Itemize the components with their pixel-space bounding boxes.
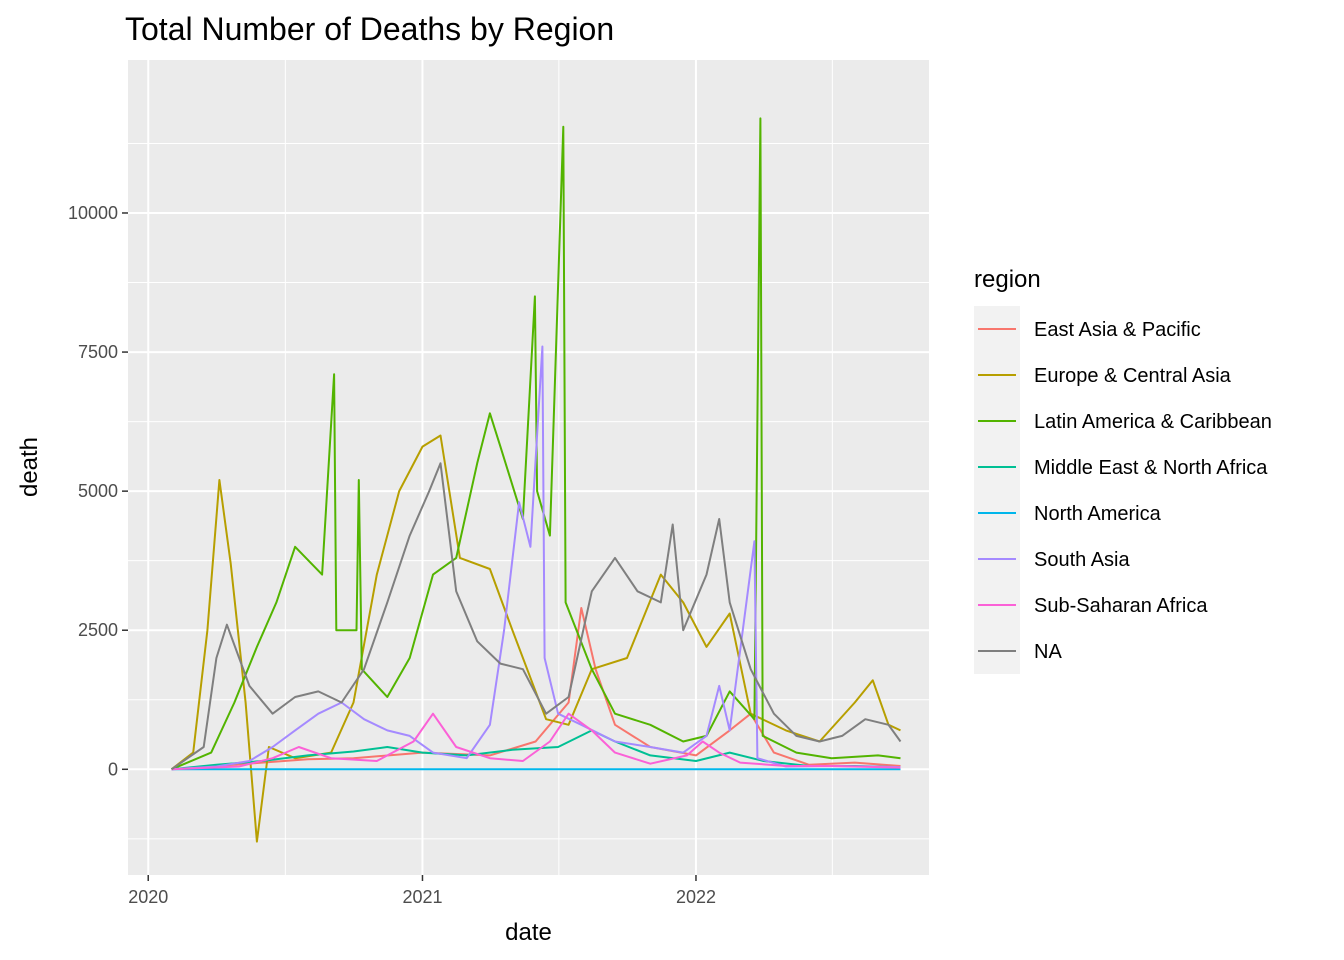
legend: East Asia & Pacific Europe & Central Asia… [974, 306, 1272, 674]
grid-minor [128, 60, 929, 875]
plot-panel [128, 60, 929, 875]
legend-label: Sub-Saharan Africa [1034, 595, 1208, 617]
x-tick-label: 2020 [128, 887, 168, 907]
legend-label: NA [1034, 641, 1062, 663]
legend-key-background [974, 306, 1020, 674]
series-line-south-asia [171, 345, 901, 771]
y-axis: 0 2500 5000 7500 10000 [68, 203, 128, 779]
y-axis-title: death [16, 437, 43, 497]
series-line-sub-saharan-africa [171, 712, 901, 771]
x-tick-label: 2022 [676, 887, 716, 907]
legend-label: Europe & Central Asia [1034, 365, 1232, 387]
series-line-na [170, 462, 902, 771]
series-lines [170, 117, 902, 843]
legend-label: South Asia [1034, 549, 1131, 571]
x-tick-label: 2021 [402, 887, 442, 907]
y-tick-label: 0 [108, 759, 118, 779]
chart-title: Total Number of Deaths by Region [125, 11, 614, 47]
y-tick-label: 10000 [68, 203, 118, 223]
y-tick-label: 7500 [78, 342, 118, 362]
legend-label: North America [1034, 503, 1162, 525]
x-axis-title: date [505, 919, 552, 946]
x-axis: 2020 2021 2022 [128, 875, 716, 907]
y-tick-label: 2500 [78, 620, 118, 640]
y-tick-label: 5000 [78, 481, 118, 501]
series-line-east-asia-pacific [171, 607, 901, 771]
legend-label: Latin America & Caribbean [1034, 411, 1272, 433]
series-line-europe-central-asia [170, 434, 901, 843]
series-line-middle-east-north-africa [171, 729, 901, 771]
legend-label: Middle East & North Africa [1034, 457, 1268, 479]
series-line-latin-america-caribbean [171, 117, 901, 771]
legend-title: region [974, 266, 1041, 293]
legend-label: East Asia & Pacific [1034, 319, 1201, 341]
